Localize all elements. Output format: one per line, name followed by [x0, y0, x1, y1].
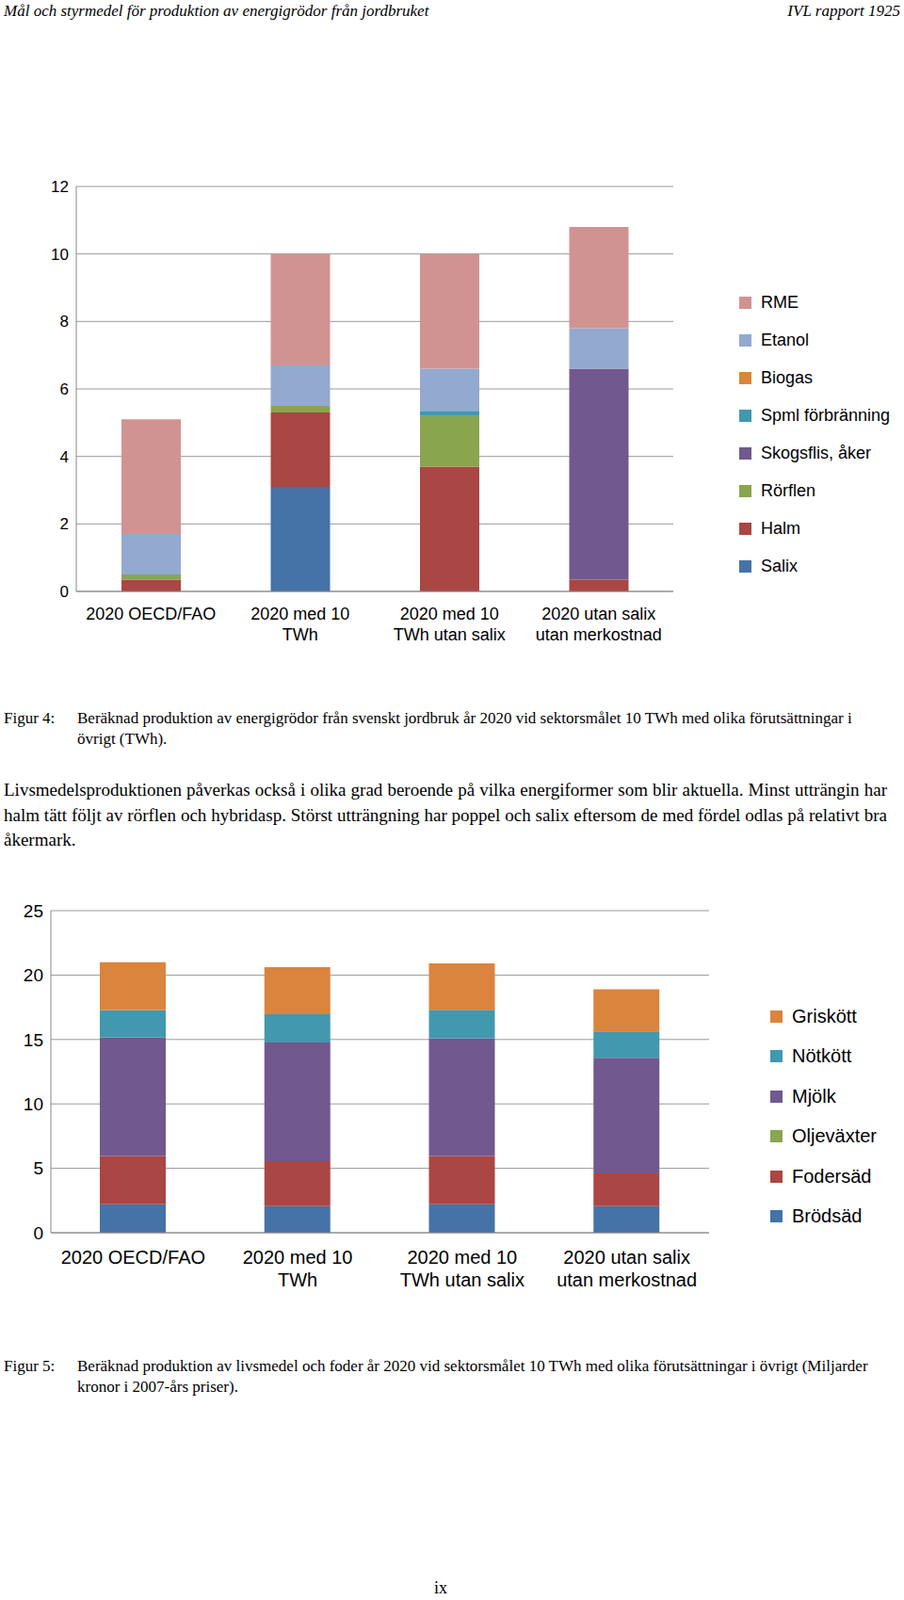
- svg-text:5: 5: [32, 1158, 44, 1179]
- svg-text:0: 0: [60, 582, 69, 601]
- html-text:2020 OECD/FAO: 2020 OECD/FAO: [85, 604, 216, 624]
- html-text:ix: ix: [434, 1578, 448, 1598]
- svg-text:20: 20: [23, 965, 44, 985]
- html-text:Biogas: Biogas: [760, 367, 813, 387]
- svg-text:12: 12: [50, 177, 69, 196]
- html-text:Skogsflis, åker: Skogsflis, åker: [760, 443, 872, 462]
- html-text:Nötkött: Nötkött: [791, 1045, 852, 1067]
- html-text:Oljeväxter: Oljeväxter: [791, 1125, 877, 1147]
- html-text:Halm: Halm: [760, 518, 801, 538]
- html-text:Beräknad produktion av livsmed: Beräknad produktion av livsmedel och fod…: [77, 1356, 868, 1396]
- html-text:2020 med 10 TWh: 2020 med 10 TWh: [242, 1246, 353, 1291]
- html-text:Figur 4:: Figur 4:: [3, 709, 55, 727]
- svg-text:25: 25: [23, 901, 44, 921]
- svg-text:10: 10: [50, 245, 69, 264]
- html-text:Brödsäd: Brödsäd: [791, 1205, 863, 1227]
- html-text:Beräknad produktion av energig: Beräknad produktion av energigrödor från…: [77, 709, 852, 748]
- html-text:Etanol: Etanol: [760, 330, 809, 349]
- html-text:2020 utan salix utan merkostna: 2020 utan salix utan merkostnad: [556, 1246, 697, 1291]
- html-text:RME: RME: [760, 292, 799, 312]
- html-text:IVL rapport 1925: IVL rapport 1925: [787, 1, 901, 20]
- html-text:Livsmedelsproduktionen påverka: Livsmedelsproduktionen påverkas också i …: [3, 779, 888, 850]
- html-text:Mjölk: Mjölk: [791, 1085, 836, 1107]
- svg-text:2: 2: [60, 515, 69, 533]
- svg-text:8: 8: [60, 312, 69, 331]
- html-text:Griskött: Griskött: [791, 1005, 857, 1027]
- svg-text:4: 4: [60, 448, 69, 467]
- html-text:2020 OECD/FAO: 2020 OECD/FAO: [60, 1246, 206, 1268]
- html-text:2020 utan salix utan merkostna: 2020 utan salix utan merkostnad: [535, 604, 662, 644]
- svg-text:15: 15: [23, 1030, 44, 1050]
- svg-text:6: 6: [60, 380, 69, 399]
- html-text:2020 med 10 TWh utan salix: 2020 med 10 TWh utan salix: [393, 604, 506, 644]
- html-text:2020 med 10 TWh utan salix: 2020 med 10 TWh utan salix: [399, 1246, 525, 1291]
- html-text:Figur 5:: Figur 5:: [3, 1356, 55, 1375]
- html-text:Fodersäd: Fodersäd: [791, 1165, 872, 1187]
- svg-text:10: 10: [23, 1094, 44, 1114]
- svg-text:0: 0: [32, 1223, 44, 1243]
- html-text:Rörflen: Rörflen: [760, 480, 816, 500]
- html-text:2020 med 10 TWh: 2020 med 10 TWh: [250, 604, 350, 644]
- html-text:Mål och styrmedel för produkti: Mål och styrmedel för produktion av ener…: [3, 1, 429, 20]
- html-text:Spml förbränning: Spml förbränning: [760, 405, 890, 425]
- html-text:Salix: Salix: [760, 556, 798, 575]
